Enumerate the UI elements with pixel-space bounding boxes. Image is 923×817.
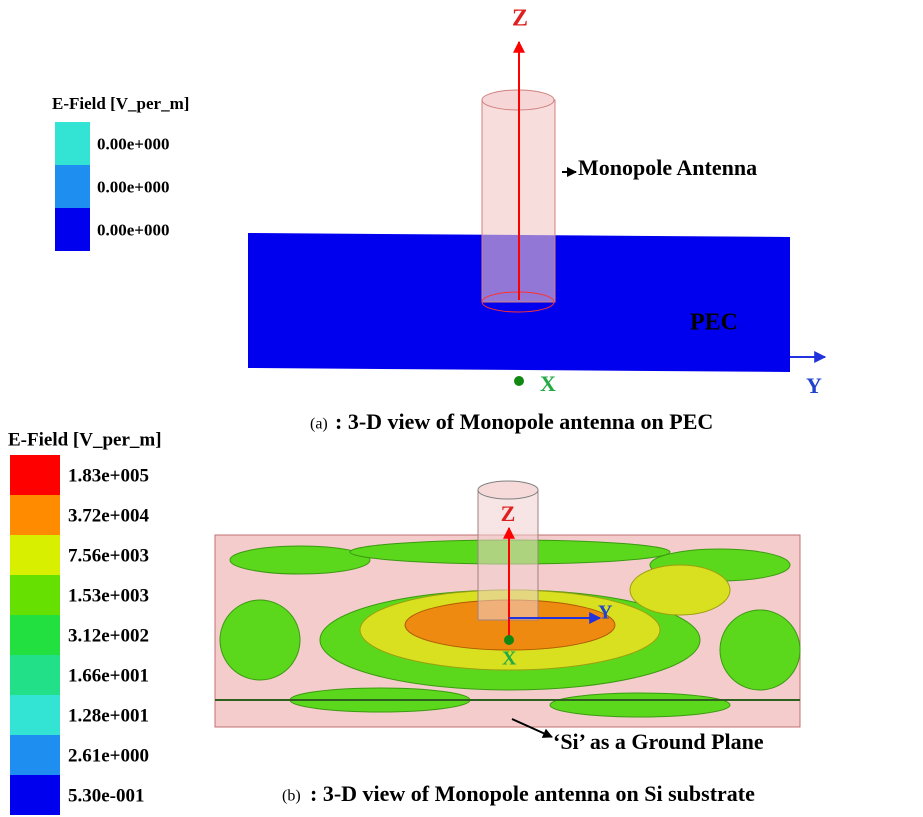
legend-label: 5.30e-001 — [68, 785, 145, 806]
legend-swatch — [10, 575, 60, 615]
legend-label: 3.12e+002 — [68, 625, 149, 646]
legend-swatch — [10, 495, 60, 535]
legend-swatch — [55, 208, 90, 251]
legend-title: E-Field [V_per_m] — [8, 429, 162, 450]
legend-label: 0.00e+000 — [97, 220, 169, 239]
legend-title: E-Field [V_per_m] — [52, 94, 189, 113]
x-axis-dot — [514, 376, 524, 386]
legend-swatch — [55, 165, 90, 208]
figure: Z X Y Monopole Antenna PEC (a) : 3-D vie… — [0, 0, 923, 817]
legend-swatch — [10, 655, 60, 695]
caption: : 3-D view of Monopole antenna on Si sub… — [310, 781, 755, 806]
x-label: X — [502, 648, 517, 670]
field-lobe-yellow — [630, 565, 730, 615]
legend-label: 1.53e+003 — [68, 585, 149, 606]
legend-swatch — [10, 615, 60, 655]
legend: E-Field [V_per_m] 1.83e+005 3.72e+004 7.56e… — [8, 429, 162, 815]
caption-tag: (b) — [282, 788, 301, 805]
legend-label: 2.61e+000 — [68, 745, 149, 766]
plane-annotation: PEC — [690, 310, 738, 336]
legend-label: 3.72e+004 — [68, 505, 150, 526]
x-axis-dot — [504, 635, 514, 645]
legend: E-Field [V_per_m] 0.00e+000 0.00e+000 0.00e… — [52, 94, 189, 251]
z-label: Z — [501, 501, 516, 526]
legend-swatch — [10, 735, 60, 775]
legend-swatch — [10, 775, 60, 815]
plane-annotation: ‘Si’ as a Ground Plane — [553, 729, 764, 754]
legend-swatch — [55, 122, 90, 165]
page: {"panels": [ {"legend": {"title": "E-Fie… — [0, 0, 923, 817]
caption: : 3-D view of Monopole antenna on PEC — [335, 409, 713, 434]
legend-swatch — [10, 695, 60, 735]
legend-label: 0.00e+000 — [97, 177, 169, 196]
antenna-annotation: Monopole Antenna — [578, 155, 757, 180]
legend-label: 7.56e+003 — [68, 545, 149, 566]
y-label: Y — [806, 373, 822, 398]
y-label: Y — [598, 602, 613, 624]
x-label: X — [540, 371, 556, 396]
legend-label: 1.66e+001 — [68, 665, 149, 686]
caption-tag: (a) — [310, 416, 328, 433]
legend-label: 0.00e+000 — [97, 134, 169, 153]
legend-swatch — [10, 455, 60, 495]
panel-b: Z X Y ‘Si’ as a Ground Plane (b) : 3-D v… — [8, 429, 800, 815]
z-label: Z — [512, 6, 528, 32]
legend-label: 1.28e+001 — [68, 705, 149, 726]
legend-label: 1.83e+005 — [68, 465, 149, 486]
cylinder-top — [478, 481, 538, 499]
panel-a: Z X Y Monopole Antenna PEC (a) : 3-D vie… — [52, 6, 825, 435]
legend-swatch — [10, 535, 60, 575]
